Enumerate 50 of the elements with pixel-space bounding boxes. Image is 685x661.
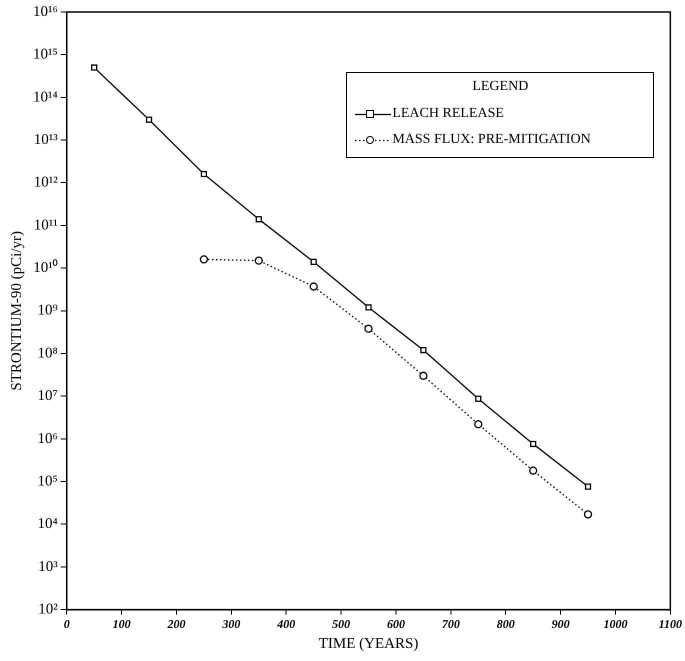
point (420, 346, 427, 354)
legend-title: LEGEND (471, 78, 530, 96)
x-tick-label: 500 (332, 616, 350, 631)
y-tick-label: 10⁵ (37, 473, 58, 490)
point (254, 256, 263, 265)
point (529, 466, 538, 475)
point (364, 324, 373, 333)
x-tick-label: 600 (386, 616, 405, 631)
y-tick-label: 10⁶ (37, 430, 58, 447)
y-tick-label: 10⁸ (37, 345, 58, 362)
point (365, 304, 372, 311)
x-tick-label: 0 (64, 616, 70, 631)
y-tick-label: 10¹⁶ (32, 4, 58, 20)
point (91, 64, 98, 71)
point (146, 116, 152, 123)
y-tick-label: 10¹⁵ (32, 46, 58, 63)
x-tick-label: 200 (166, 616, 186, 631)
y-tick-label: 10³ (38, 558, 58, 575)
point (310, 282, 318, 291)
y-tick-label: 10⁷ (37, 388, 58, 404)
y-tick-label: 10¹¹ (34, 217, 58, 234)
y-tick-label: 10⁴ (37, 516, 58, 532)
point (475, 396, 482, 402)
x-tick-label: 1100 (658, 616, 682, 631)
y-axis-title: STRONTIUM-90 (pCi/yr) (8, 231, 25, 391)
legend-label: MASS FLUX: PRE-MITIGATION (392, 132, 591, 148)
point (200, 170, 208, 178)
x-tick-label: 100 (112, 616, 131, 631)
x-tick-label: 900 (552, 616, 570, 631)
point (530, 440, 536, 448)
point (584, 484, 592, 490)
point (474, 420, 482, 428)
x-axis-title: TIME (YEARS) (318, 636, 418, 652)
point (310, 258, 317, 265)
point (256, 216, 262, 222)
x-tick-label: 400 (276, 616, 296, 631)
y-tick-label: 10¹⁴ (32, 89, 58, 106)
y-tick-label: 10¹³ (34, 132, 58, 148)
x-tick-label: 300 (221, 616, 240, 631)
point (584, 510, 592, 519)
y-tick-label: 10¹⁰ (33, 259, 58, 276)
legend-label: LEACH RELEASE (392, 106, 504, 122)
point (200, 255, 208, 264)
x-tick-label: 800 (496, 616, 515, 631)
x-tick-label: 1000 (603, 616, 628, 631)
y-tick-label: 10² (38, 602, 58, 618)
y-tick-label: 10⁹ (37, 302, 58, 319)
x-tick-label: 700 (442, 616, 460, 631)
point (419, 372, 428, 380)
y-tick-label: 10¹² (34, 174, 58, 191)
